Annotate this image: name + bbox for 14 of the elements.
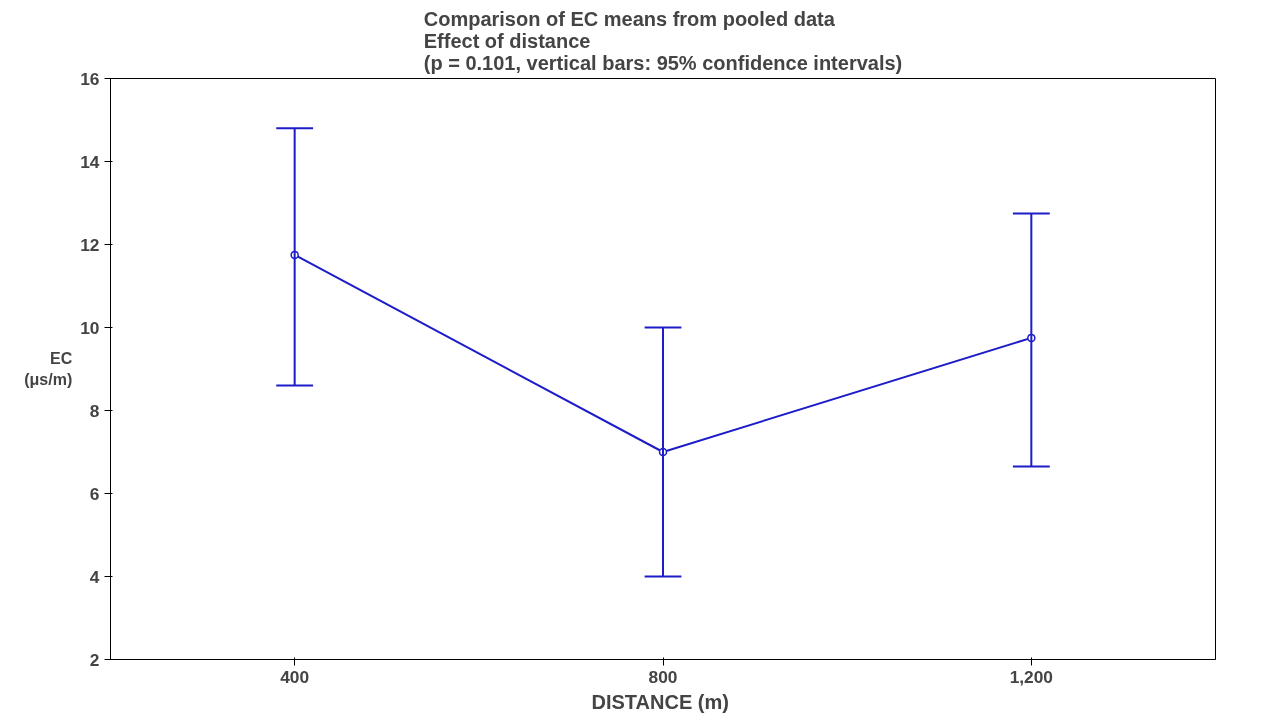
chart-title: Comparison of EC means from pooled data Effect of distance (p = 0.101, vertical bars: 95% confidence intervals) — [423, 7, 903, 74]
y-tick-label: 14 — [80, 151, 100, 172]
y-axis-title: EC (μs/m) — [24, 350, 73, 388]
x-tick-label: 400 — [280, 666, 310, 687]
y-tick-label: 6 — [89, 483, 100, 504]
y-tick-label: 4 — [89, 566, 100, 587]
y-tick-label: 12 — [80, 234, 100, 255]
y-tick-label: 8 — [89, 400, 100, 421]
x-tick-label: 1,200 — [1009, 666, 1054, 687]
y-tick-label: 2 — [89, 649, 100, 670]
y-tick-label: 16 — [80, 68, 100, 89]
x-tick-label: 800 — [648, 666, 678, 687]
y-tick-label: 10 — [80, 317, 100, 338]
x-axis-title: DISTANCE (m) — [591, 690, 729, 713]
